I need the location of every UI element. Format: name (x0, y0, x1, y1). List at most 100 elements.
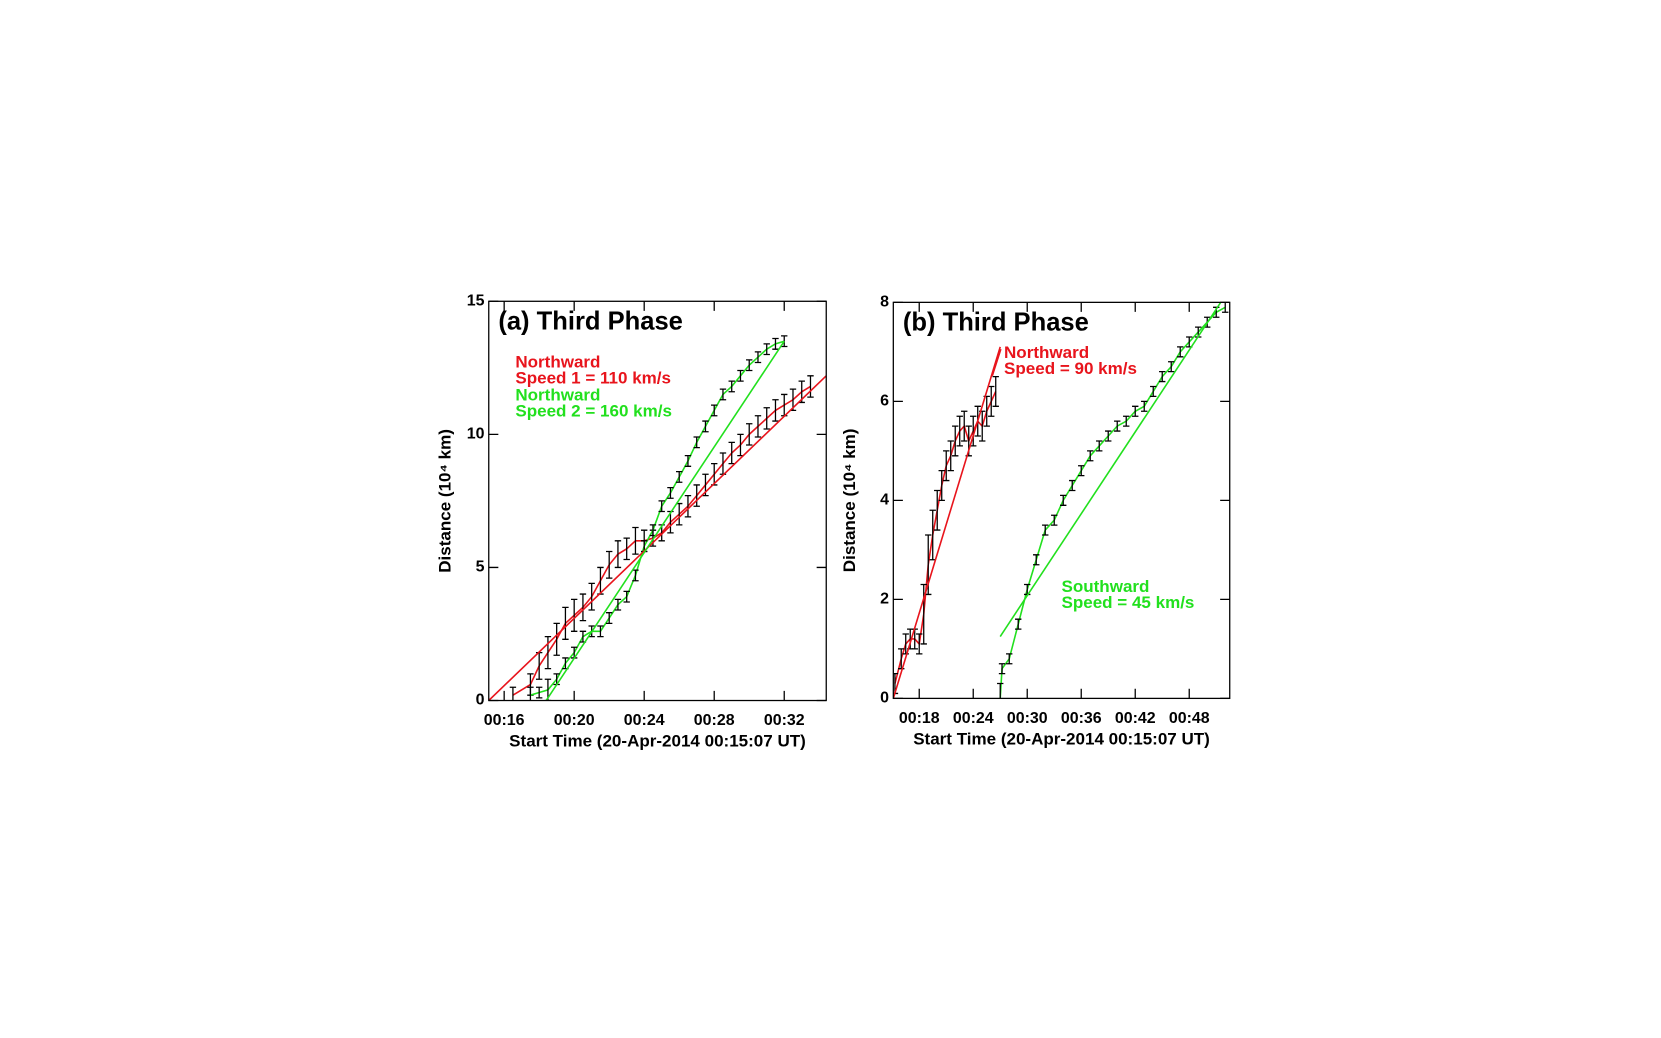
error-bar (667, 486, 674, 499)
error-bar (588, 582, 595, 611)
error-bar (535, 686, 543, 699)
error-bar (772, 337, 779, 350)
x-tick-label: 00:30 (1007, 710, 1048, 727)
error-bar (763, 343, 770, 356)
x-tick-label: 00:16 (484, 712, 525, 729)
error-bar (553, 622, 560, 656)
annotation: Northward (515, 353, 600, 372)
annotation: Northward (515, 386, 600, 405)
error-bar (535, 651, 543, 680)
error-bar (1096, 440, 1103, 452)
plot-area (893, 302, 1229, 699)
x-tick-label: 00:20 (554, 712, 595, 729)
x-tick-label: 00:28 (694, 712, 735, 729)
annotation: Speed 2 = 160 km/s (515, 402, 672, 421)
plot-area (488, 335, 827, 701)
error-bar (1123, 415, 1130, 427)
error-bar (1222, 302, 1229, 313)
error-bar (898, 648, 905, 670)
x-tick-label: 00:48 (1169, 710, 1210, 727)
error-bar (1051, 514, 1058, 526)
error-bar (1015, 618, 1022, 630)
error-bar (763, 407, 770, 430)
annotation: Northward (1004, 343, 1089, 362)
error-bar (1168, 361, 1175, 373)
error-bar (1006, 653, 1013, 665)
error-bar (938, 470, 945, 502)
error-bar (614, 598, 622, 611)
error-bar (684, 494, 692, 518)
error-bar (579, 593, 587, 622)
error-bar (807, 375, 814, 398)
error-bar (746, 423, 753, 446)
y-tick-label: 5 (476, 559, 485, 576)
error-bar (754, 351, 762, 364)
error-bar (667, 510, 674, 534)
error-bar (728, 441, 735, 465)
error-bar (597, 625, 604, 638)
error-bar (1033, 554, 1040, 566)
x-tick-label: 00:24 (953, 710, 994, 727)
annotation: Speed = 90 km/s (1004, 359, 1137, 378)
error-bar (693, 484, 700, 507)
error-bar (737, 369, 744, 382)
error-bar (1141, 400, 1148, 412)
error-bar (1114, 420, 1121, 432)
error-bar (1159, 371, 1166, 383)
error-bar (754, 415, 762, 438)
error-bar (956, 415, 963, 447)
error-bar (947, 440, 954, 472)
error-bar (961, 410, 968, 442)
error-bar (570, 598, 578, 632)
annotation: Speed 1 = 110 km/s (515, 369, 671, 388)
y-tick-label: 4 (880, 492, 889, 509)
error-bar (772, 399, 779, 422)
y-tick-label: 15 (467, 293, 485, 310)
x-tick-label: 00:36 (1061, 710, 1102, 727)
error-bar (916, 633, 923, 655)
data-line (530, 340, 785, 696)
error-bar (728, 380, 735, 393)
error-bar (614, 540, 622, 569)
error-bar (605, 612, 613, 624)
fit-line (488, 375, 827, 701)
error-bar (1060, 494, 1067, 506)
error-bar (737, 433, 744, 457)
panel-title: (a) Third Phase (498, 307, 683, 335)
y-axis-label: Distance (10⁴ km) (840, 429, 859, 573)
fit-line (893, 346, 1001, 699)
error-bar (988, 385, 995, 417)
error-bar (970, 415, 977, 447)
error-bar (684, 455, 692, 467)
error-bar (1078, 465, 1085, 477)
x-tick-label: 00:18 (899, 710, 940, 727)
y-tick-label: 0 (476, 692, 485, 709)
error-bar (623, 590, 630, 603)
error-bar (992, 375, 999, 407)
error-bar (693, 436, 700, 449)
error-bar (998, 663, 1006, 675)
annotation: Southward (1062, 577, 1150, 596)
error-bar (509, 686, 517, 701)
error-bar (562, 606, 569, 640)
y-axis-label: Distance (10⁴ km) (436, 429, 455, 573)
error-bar (1150, 385, 1157, 398)
error-bar (605, 550, 613, 579)
x-axis-label: Start Time (20-Apr-2014 00:15:07 UT) (913, 729, 1210, 748)
leader-line (991, 348, 1002, 377)
error-bar (781, 393, 788, 417)
error-bar (632, 526, 639, 555)
y-tick-label: 0 (880, 690, 889, 707)
x-axis-label: Start Time (20-Apr-2014 00:15:07 UT) (509, 732, 806, 751)
error-bar (1105, 430, 1112, 442)
error-bar (1042, 524, 1049, 536)
error-bar (702, 420, 709, 433)
error-bar (943, 450, 950, 482)
error-bar (719, 388, 727, 401)
fit-line (999, 302, 1222, 637)
y-tick-label: 2 (880, 591, 889, 608)
plot-frame (488, 300, 827, 702)
error-bar (711, 404, 718, 417)
error-bar (934, 489, 941, 531)
